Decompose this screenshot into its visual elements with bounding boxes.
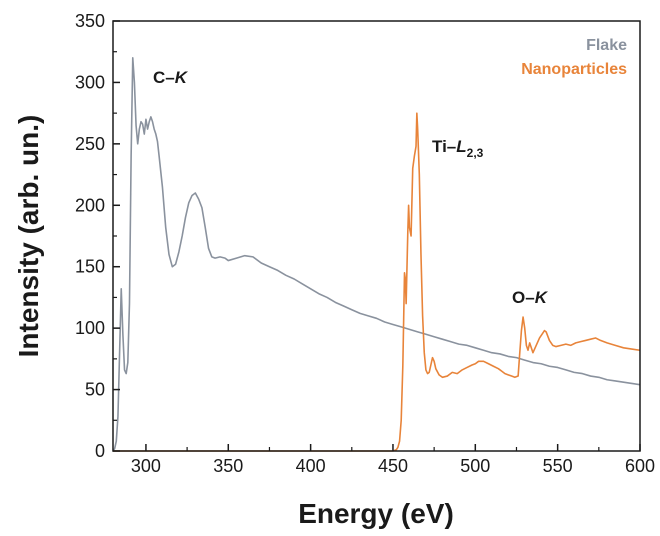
x-tick-label: 350 [213, 456, 243, 476]
series-line-flake [112, 57, 641, 452]
annotation-c-k-prefix: C– [153, 68, 175, 87]
annotation-c-k: C–K [153, 68, 189, 87]
annotation-ti-l-subscript: 2,3 [467, 146, 484, 160]
legend: Flake Nanoparticles [521, 37, 627, 78]
y-tick-label: 350 [75, 11, 105, 31]
annotation-o-k: O–K [512, 288, 549, 307]
x-tick-label: 400 [296, 456, 326, 476]
y-tick-label: 100 [75, 318, 105, 338]
legend-entry-flake: Flake [586, 37, 627, 54]
x-tick-label: 450 [378, 456, 408, 476]
y-tick-label: 200 [75, 195, 105, 215]
annotation-c-k-italic: K [175, 68, 189, 87]
x-tick-label: 300 [131, 456, 161, 476]
y-tick-label: 250 [75, 134, 105, 154]
y-tick-label: 150 [75, 257, 105, 277]
annotation-o-k-italic: K [535, 288, 549, 307]
x-axis-title: Energy (eV) [298, 498, 454, 529]
y-tick-label: 50 [85, 380, 105, 400]
y-axis-ticks: 0 50 100 150 200 250 300 350 [75, 11, 120, 461]
annotation-ti-l-italic: L [456, 137, 466, 156]
y-tick-label: 0 [95, 441, 105, 461]
plot-frame [112, 20, 641, 452]
y-tick-label: 300 [75, 72, 105, 92]
series-line-nanoparticles [113, 112, 641, 452]
annotation-ti-l-prefix: Ti– [432, 137, 456, 156]
annotation-ti-l: Ti–L2,3 [432, 137, 484, 160]
annotation-o-k-prefix: O– [512, 288, 535, 307]
x-axis-ticks: 300 350 400 450 500 550 600 [131, 444, 655, 476]
x-tick-label: 600 [625, 456, 655, 476]
legend-entry-nanoparticles: Nanoparticles [521, 61, 627, 78]
x-tick-label: 550 [543, 456, 573, 476]
y-axis-title: Intensity (arb. un.) [13, 115, 44, 358]
x-tick-label: 500 [460, 456, 490, 476]
plot-series [112, 57, 641, 452]
